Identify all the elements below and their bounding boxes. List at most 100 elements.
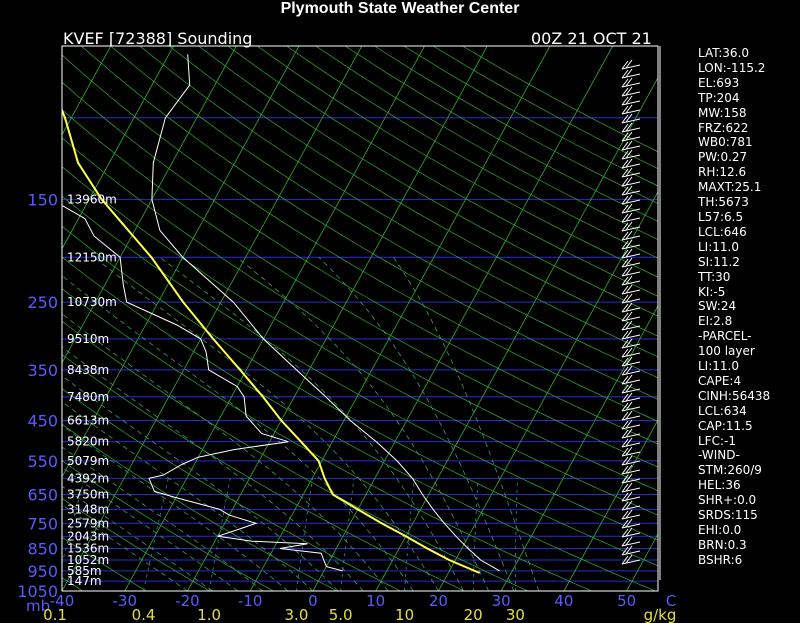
wind-barb-flag: [621, 366, 629, 376]
wind-barb-flag: [621, 168, 629, 178]
plot-area: [62, 46, 658, 591]
wind-barb-flag: [625, 158, 633, 168]
stat-item: SW:24: [698, 299, 737, 314]
stat-item: LCL:646: [698, 224, 747, 239]
dry-adiabat: [62, 109, 658, 468]
height-label: 147m: [67, 574, 102, 588]
wind-barb-flag: [621, 204, 629, 214]
wind-barb-flag: [621, 177, 629, 187]
pressure-label: 750: [27, 514, 58, 533]
wind-barb-flag: [625, 455, 633, 465]
wind-barb-flag: [621, 240, 629, 250]
mixing-ratio-line: [404, 478, 415, 591]
wind-barb-flag: [621, 420, 629, 430]
wind-barb-flag: [625, 167, 633, 177]
mixing-ratio-tick: 5.0: [329, 606, 353, 623]
stat-item: EL:693: [698, 75, 740, 90]
wind-barb-flag: [625, 428, 633, 438]
mixing-ratio-unit: g/kg: [644, 606, 677, 623]
wind-barb-flag: [621, 555, 629, 565]
stat-item: CAPE:4: [698, 373, 742, 388]
dry-adiabat: [62, 195, 658, 541]
temperature-line: [151, 54, 500, 572]
height-label: 2579m: [67, 516, 109, 530]
mixing-ratio-tick: 0.1: [43, 606, 67, 623]
moist-adiabat: [93, 256, 439, 591]
isotherm: [62, 46, 300, 478]
wind-barb-flag: [625, 320, 633, 330]
wind-barb: [621, 388, 641, 394]
height-label: 3750m: [67, 487, 109, 501]
wind-barb-flag: [625, 131, 633, 141]
wind-barb-flag: [625, 302, 633, 312]
wind-barb-flag: [625, 266, 633, 276]
mixing-ratio-line: [340, 478, 355, 591]
wind-barb-flag: [621, 186, 629, 196]
wind-barb-flag: [625, 545, 633, 555]
wind-barb-flag: [621, 114, 629, 124]
wind-barb: [621, 379, 641, 385]
valid-time: 00Z 21 OCT 21: [531, 29, 652, 48]
wind-barb-flag: [621, 330, 629, 340]
stat-item: BRN:0.3: [698, 537, 747, 552]
wind-barb-flag: [621, 312, 629, 322]
height-label: 2043m: [67, 529, 109, 543]
isotherm: [563, 419, 658, 591]
temperature-tick: 30: [492, 592, 511, 610]
dry-adiabat: [62, 288, 592, 591]
wind-barb-flag: [621, 69, 629, 79]
dry-adiabat: [62, 536, 147, 591]
height-label: 585m: [67, 564, 102, 578]
wind-barb: [621, 127, 641, 133]
wind-barb-flag: [621, 123, 629, 133]
stat-item: LCL:634: [698, 403, 747, 418]
wind-barb-flag: [621, 348, 629, 358]
wind-barb: [621, 460, 641, 466]
wind-barb-flag: [625, 248, 633, 258]
wind-barb-flag: [621, 492, 629, 502]
wind-barb-flag: [625, 68, 633, 78]
wind-barb-flag: [621, 411, 629, 421]
wind-barb: [621, 316, 641, 322]
dry-adiabat: [62, 320, 529, 591]
stat-item: FRZ:622: [698, 120, 749, 135]
wind-barb: [621, 118, 641, 124]
wind-barb: [621, 298, 641, 304]
wind-barb: [621, 505, 641, 511]
stat-item: RH:12.6: [698, 165, 747, 180]
wind-barb: [621, 541, 641, 547]
wind-barb-flag: [625, 149, 633, 159]
wind-barb: [621, 100, 641, 106]
wind-barb-flag: [625, 275, 633, 285]
wind-barb-flag: [621, 501, 629, 511]
wind-barb: [621, 415, 641, 421]
wind-barb-flag: [625, 464, 633, 474]
wind-barb: [621, 559, 641, 565]
wind-barb-flag: [621, 429, 629, 439]
dry-adiabat: [62, 497, 210, 591]
stat-item: WB0:781: [698, 135, 753, 150]
mixing-ratio-tick: 30: [506, 606, 525, 623]
height-label: 13960m: [67, 192, 117, 206]
wind-barb-flag: [621, 222, 629, 232]
height-label: 3148m: [67, 502, 109, 516]
dry-adiabat: [62, 388, 401, 591]
height-label: 9510m: [67, 332, 109, 346]
wind-barb: [621, 523, 641, 529]
wind-barb-flag: [621, 339, 629, 349]
wind-barb: [621, 550, 641, 556]
parcel-line: [62, 107, 481, 574]
wind-barb: [621, 361, 641, 367]
wind-barb: [621, 181, 641, 187]
mixing-ratio-tick: 1.0: [197, 606, 221, 623]
wind-barb-flag: [625, 86, 633, 96]
dry-adiabat: [62, 137, 658, 492]
wind-barb-flag: [621, 375, 629, 385]
mixing-ratio-tick: 10: [395, 606, 414, 623]
dry-adiabat: [62, 225, 658, 567]
wind-barb-flag: [625, 122, 633, 132]
wind-barb-flag: [621, 267, 629, 277]
wind-barb: [621, 172, 641, 178]
stat-item: -WIND-: [698, 448, 740, 463]
moist-adiabat: [62, 466, 238, 591]
